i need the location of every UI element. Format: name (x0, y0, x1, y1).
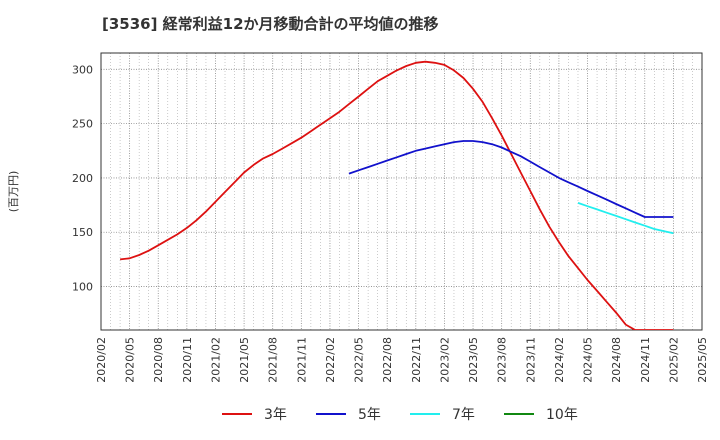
x-tick-label: 2022/05 (353, 337, 366, 383)
x-tick-label: 2023/08 (496, 337, 509, 383)
x-tick-label: 2024/08 (610, 337, 623, 383)
x-tick-label: 2023/05 (467, 337, 480, 383)
series-line-5年 (348, 140, 674, 218)
x-tick-label: 2021/08 (267, 337, 280, 383)
x-tick-label: 2025/02 (667, 337, 680, 383)
legend-label: 7年 (452, 407, 475, 423)
y-tick-label: 200 (72, 172, 93, 185)
legend-label: 10年 (546, 407, 578, 423)
x-tick-label: 2022/11 (410, 337, 423, 383)
x-tick-label: 2022/02 (324, 337, 337, 383)
y-tick-label: 100 (72, 281, 93, 294)
x-tick-label: 2021/02 (209, 337, 222, 383)
x-tick-label: 2022/08 (381, 337, 394, 383)
x-tick-label: 2020/08 (152, 337, 165, 383)
y-tick-label: 150 (72, 226, 93, 239)
chart-title: [3536] 経常利益12か月移動合計の平均値の推移 (102, 15, 439, 33)
plot-border (100, 52, 703, 331)
x-tick-label: 2021/11 (295, 337, 308, 383)
plot-area (101, 53, 702, 330)
x-tick-label: 2024/02 (553, 337, 566, 383)
series-line-3年 (119, 60, 674, 330)
y-axis-label: (百万円) (7, 171, 20, 213)
series-line-7年 (577, 202, 674, 235)
legend-label: 3年 (264, 407, 287, 423)
x-tick-label: 2025/05 (696, 337, 709, 383)
y-tick-label: 250 (72, 118, 93, 131)
x-tick-label: 2020/02 (95, 337, 108, 383)
x-tick-label: 2023/11 (524, 337, 537, 383)
x-tick-label: 2023/02 (438, 337, 451, 383)
x-tick-label: 2024/11 (639, 337, 652, 383)
legend-label: 5年 (358, 407, 381, 423)
y-tick-label: 300 (72, 63, 93, 76)
x-tick-label: 2020/11 (181, 337, 194, 383)
x-tick-label: 2020/05 (124, 337, 137, 383)
x-tick-label: 2024/05 (582, 337, 595, 383)
x-tick-label: 2021/05 (238, 337, 251, 383)
